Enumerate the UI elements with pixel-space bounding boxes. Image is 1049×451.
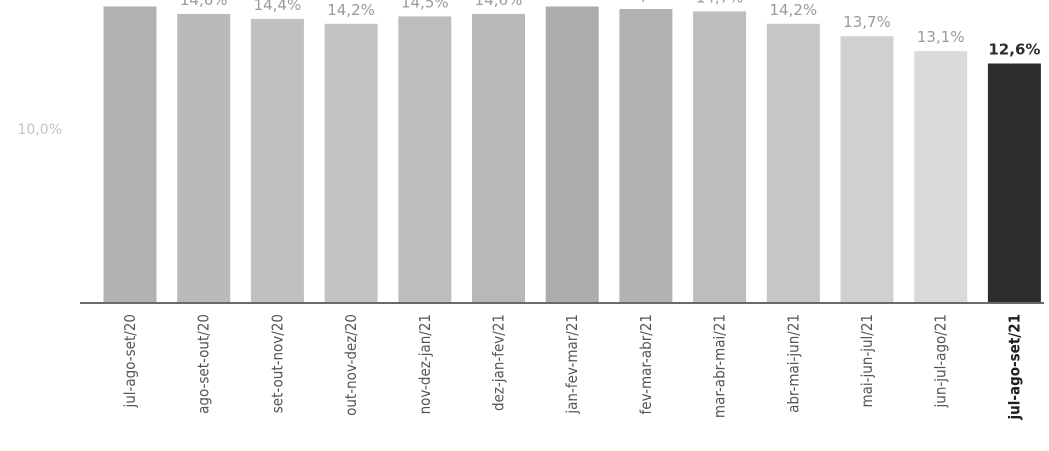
bar-abr-mai-jun/21 xyxy=(766,23,820,304)
bar-value-label: 14,6% xyxy=(475,0,523,9)
x-tick-label: jun-jul-ago/21 xyxy=(932,314,950,408)
bar-set-out-nov/20 xyxy=(250,18,304,304)
bar-mai-jun-jul/21 xyxy=(840,36,894,303)
bar-value-label: 14,9% xyxy=(106,0,154,2)
bar-value-label: 13,7% xyxy=(843,13,891,31)
x-tick-label: ago-set-out/20 xyxy=(195,314,213,414)
y-axis-tick-label: 10,0% xyxy=(18,122,62,138)
x-tick-label: mai-jun-jul/21 xyxy=(858,314,876,408)
x-tick-label: mar-abr-mai/21 xyxy=(711,314,729,418)
bar-value-label: 14,4% xyxy=(254,0,302,14)
x-tick-label: fev-mar-abr/21 xyxy=(637,314,655,414)
bar-value-label: 14,2% xyxy=(327,1,375,19)
x-tick-label: jul-ago-set/20 xyxy=(121,314,139,409)
bar-value-label: 14,6% xyxy=(180,0,228,9)
x-tick-label: out-nov-dez/20 xyxy=(342,314,360,416)
bar-mar-abr-mai/21 xyxy=(693,11,747,304)
bar-dez-jan-fev/21 xyxy=(472,13,525,304)
bar-nov-dez-jan/21 xyxy=(398,16,452,304)
x-tick-label: abr-mai-jun/21 xyxy=(784,314,802,413)
bar-value-label: 14,7% xyxy=(696,0,744,6)
bar-value-label: 13,1% xyxy=(917,28,965,46)
value-labels-layer: 14,9% 14,6% 14,4% 14,2% 14,5% 14,6% 14,9% 14,8%… xyxy=(106,0,1040,59)
bar-jan-fev-mar/21 xyxy=(545,6,599,303)
bar-fev-mar-abr/21 xyxy=(619,9,673,303)
bar-ago-set-out/20 xyxy=(177,13,231,304)
bar-value-label: 14,8% xyxy=(622,0,670,4)
bar-jun-jul-ago/21 xyxy=(914,51,968,303)
x-tick-label: jan-fev-mar/21 xyxy=(563,314,581,415)
bar-value-label: 12,6% xyxy=(988,41,1040,59)
x-tick-labels-layer: jul-ago-set/20 ago-set-out/20 set-out-nov/… xyxy=(121,314,1023,420)
bar-value-label: 14,5% xyxy=(401,0,449,11)
bar-jul-ago-set/21 xyxy=(987,63,1041,303)
bars-layer xyxy=(103,6,1041,304)
bar-value-label: 14,9% xyxy=(548,0,596,2)
x-tick-label: dez-jan-fev/21 xyxy=(490,314,508,411)
bar-out-nov-dez/20 xyxy=(324,23,378,304)
x-tick-label: nov-dez-jan/21 xyxy=(416,314,434,414)
bar-jul-ago-set/20 xyxy=(103,6,157,303)
x-tick-label: set-out-nov/20 xyxy=(268,314,286,413)
x-tick-label: jul-ago-set/21 xyxy=(1005,314,1023,420)
bar-value-label: 14,2% xyxy=(769,1,817,19)
